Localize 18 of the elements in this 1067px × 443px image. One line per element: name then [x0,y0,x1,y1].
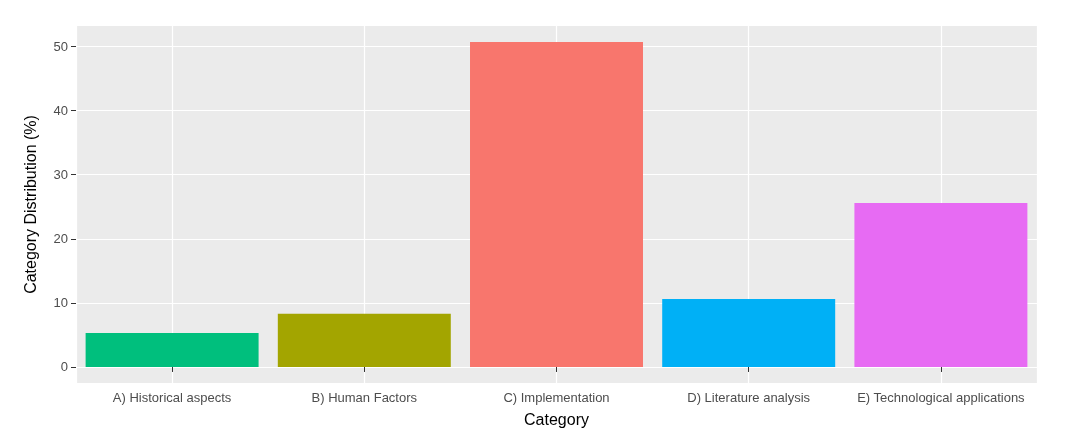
y-axis-title: Category Distribution (%) [21,115,39,294]
y-tick-label: 20 [53,231,68,247]
bar [662,299,836,367]
bar [854,202,1028,367]
x-axis-title: Category [524,410,589,428]
x-tick-label: A) Historical aspects [112,390,232,405]
y-tick-label: 0 [60,359,68,375]
bar [470,42,643,367]
bar [85,333,259,367]
bar [277,313,451,367]
y-tick-label: 10 [53,295,68,311]
x-tick-label: D) Literature analysis [687,390,811,405]
x-tick-label: C) Implementation [503,390,610,405]
y-tick-label: 50 [53,39,68,55]
y-tick-label: 30 [53,167,68,183]
x-tick-label: B) Human Factors [311,390,418,405]
x-tick-label: E) Technological applications [857,390,1026,405]
y-tick-label: 40 [53,103,68,119]
